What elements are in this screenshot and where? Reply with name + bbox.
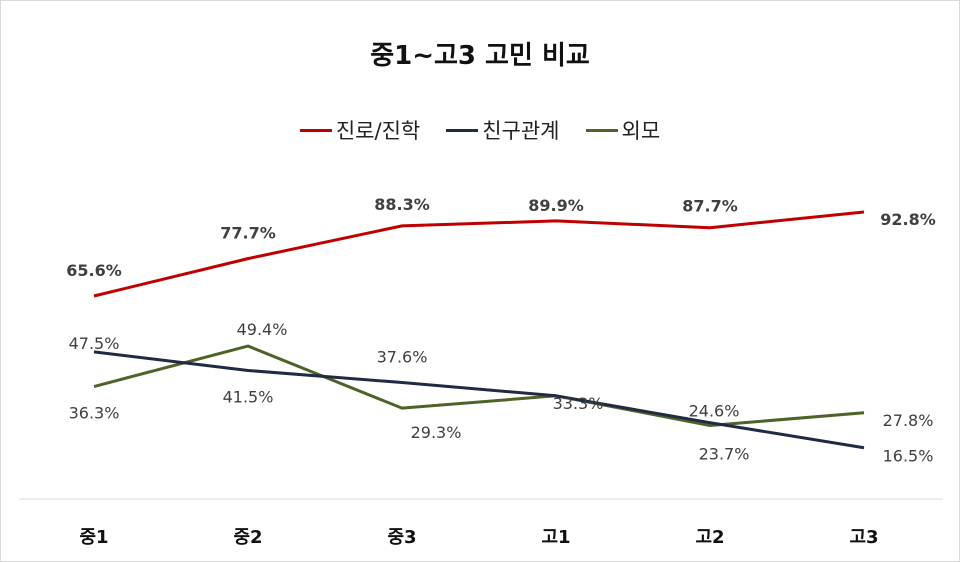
x-tick-label: 고1 [541, 527, 570, 548]
data-label: 37.6% [377, 348, 428, 367]
series-line-2 [93, 344, 865, 427]
data-label: 27.8% [883, 411, 934, 430]
data-label: 92.8% [880, 210, 936, 229]
series-line-0 [93, 210, 865, 298]
series-line-1 [93, 350, 865, 450]
data-label: 33.3% [553, 394, 604, 413]
data-label: 41.5% [223, 387, 274, 406]
data-label: 88.3% [374, 195, 430, 214]
data-label: 36.3% [69, 404, 120, 423]
data-label: 87.7% [682, 197, 738, 216]
legend-swatch [299, 128, 332, 132]
x-tick-label: 중3 [387, 527, 416, 548]
legend-item-1: 친구관계 [446, 115, 560, 145]
data-label: 65.6% [66, 261, 122, 280]
data-label: 24.6% [689, 402, 740, 421]
data-label: 77.7% [220, 224, 276, 243]
x-tick-label: 고2 [695, 527, 724, 548]
legend-label: 진로/진학 [335, 119, 421, 143]
data-label: 89.9% [528, 196, 584, 215]
legend-swatch [585, 128, 618, 132]
data-label: 47.5% [69, 334, 120, 353]
legend-swatch [446, 128, 479, 132]
x-tick-label: 중2 [233, 527, 262, 548]
legend-item-0: 진로/진학 [299, 115, 421, 145]
chart-title: 중1~고3 고민 비교 [370, 41, 590, 71]
data-label: 49.4% [237, 320, 288, 339]
x-tick-label: 중1 [79, 527, 108, 548]
x-tick-label: 고3 [849, 527, 878, 548]
legend: 진로/진학 친구관계 외모 [1, 115, 959, 145]
legend-label: 외모 [621, 119, 661, 143]
data-label: 29.3% [411, 423, 462, 442]
legend-label: 친구관계 [482, 119, 560, 143]
legend-item-2: 외모 [585, 115, 661, 145]
data-label: 23.7% [699, 444, 750, 463]
data-label: 16.5% [883, 447, 934, 466]
